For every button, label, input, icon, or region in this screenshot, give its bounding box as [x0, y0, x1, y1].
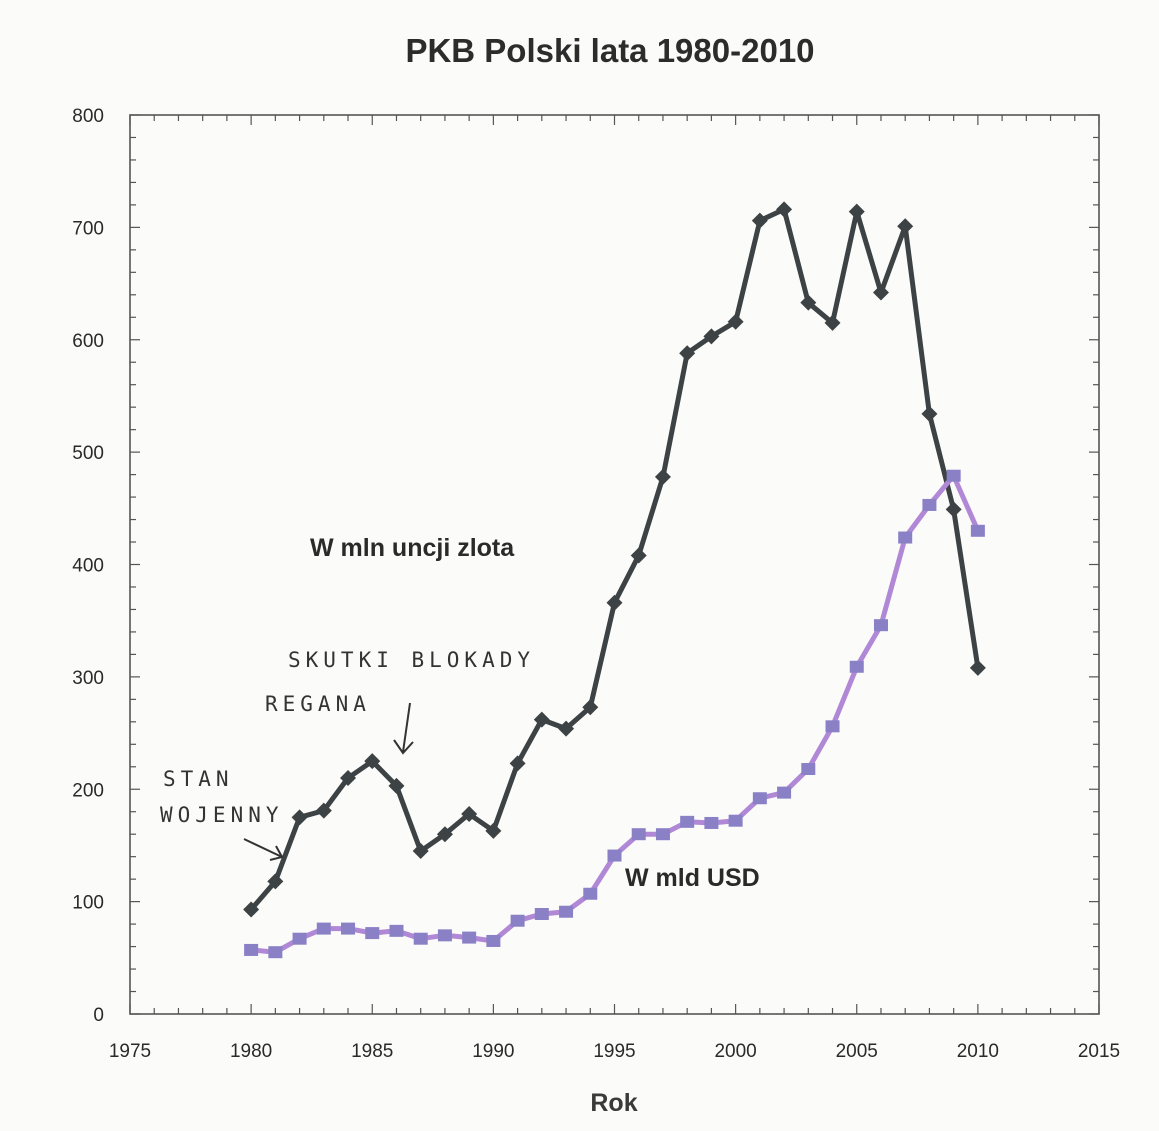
data-point-marker [534, 907, 549, 920]
y-tick-label: 0 [93, 1005, 104, 1026]
data-point-marker [801, 763, 816, 776]
data-point-marker [436, 826, 453, 843]
data-point-marker [485, 822, 502, 839]
data-point-marker [268, 946, 283, 959]
series-usd-billions [244, 469, 985, 959]
data-point-marker [413, 932, 428, 945]
data-point-marker [728, 814, 743, 827]
data-point-marker [461, 805, 478, 822]
data-point-marker [679, 345, 696, 362]
series-label-usd: W mld USD [625, 864, 760, 892]
data-point-marker [630, 547, 647, 564]
data-point-marker [969, 659, 986, 676]
data-point-marker [703, 328, 720, 345]
annotation-skutki-blokady: SKUTKI BLOKADY [288, 648, 535, 672]
data-point-marker [970, 524, 985, 537]
data-point-marker [412, 843, 429, 860]
data-point-marker [462, 931, 477, 944]
annotation-arrow-blokady [393, 702, 414, 755]
data-point-marker [606, 594, 623, 611]
data-point-marker [848, 203, 865, 220]
data-point-marker [292, 932, 307, 945]
series-label-gold: W mln uncji zlota [310, 534, 515, 562]
data-point-marker [533, 711, 550, 728]
y-tick-label: 800 [72, 106, 104, 127]
data-point-marker [873, 619, 888, 632]
data-point-marker [364, 753, 381, 770]
y-tick-label: 600 [72, 331, 104, 352]
data-point-marker [800, 294, 817, 311]
data-point-marker [341, 922, 356, 935]
data-point-marker [365, 927, 380, 940]
x-tick-label: 1985 [351, 1041, 393, 1062]
chart-title: PKB Polski lata 1980-2010 [405, 32, 814, 69]
data-point-marker [655, 828, 670, 841]
data-point-marker [921, 405, 938, 422]
x-tick-label: 2000 [714, 1041, 756, 1062]
data-point-marker [922, 498, 937, 511]
data-point-marker [510, 914, 525, 927]
data-point-marker [389, 924, 404, 937]
y-tick-label: 300 [72, 668, 104, 689]
data-point-marker [486, 934, 501, 947]
y-tick-label: 500 [72, 443, 104, 464]
x-tick-label: 1975 [109, 1041, 151, 1062]
data-point-marker [607, 849, 622, 862]
annotation-stan: STAN [163, 767, 234, 791]
x-tick-labels: 1975 1980 1985 1990 1995 2000 2005 2010 2015 [109, 1041, 1120, 1062]
x-axis-label: Rok [590, 1089, 637, 1117]
data-point-marker [267, 873, 284, 890]
data-point-marker [558, 720, 575, 737]
y-tick-labels: 0 100 200 300 400 500 600 700 800 [72, 106, 104, 1026]
data-point-marker [727, 313, 744, 330]
annotation-wojenny: WOJENNY [160, 803, 284, 827]
data-point-marker [751, 212, 768, 229]
data-point-marker [316, 922, 331, 935]
x-tick-label: 2015 [1078, 1041, 1120, 1062]
data-point-marker [824, 314, 841, 331]
data-point-marker [631, 828, 646, 841]
data-point-marker [244, 943, 259, 956]
y-tick-label: 100 [72, 893, 104, 914]
data-point-marker [582, 699, 599, 716]
y-tick-label: 200 [72, 780, 104, 801]
x-tick-label: 2005 [836, 1041, 878, 1062]
data-point-marker [704, 816, 719, 829]
x-tick-label: 1990 [472, 1041, 514, 1062]
data-point-marker [825, 720, 840, 733]
data-point-marker [559, 905, 574, 918]
data-point-marker [898, 531, 913, 544]
x-tick-label: 2010 [957, 1041, 999, 1062]
data-point-marker [291, 809, 308, 826]
data-point-marker [583, 887, 598, 900]
data-point-marker [388, 777, 405, 794]
data-point-marker [897, 218, 914, 235]
data-point-marker [752, 792, 767, 805]
x-tick-label: 1980 [230, 1041, 272, 1062]
annotation-arrow-stan [243, 838, 284, 861]
data-point-marker [340, 770, 357, 787]
data-point-marker [654, 468, 671, 485]
data-point-marker [945, 501, 962, 518]
data-point-marker [849, 660, 864, 673]
data-point-marker [777, 786, 792, 799]
data-point-marker [946, 469, 961, 482]
data-point-marker [872, 284, 889, 301]
y-tick-label: 700 [72, 218, 104, 239]
data-point-marker [315, 802, 332, 819]
x-tick-label: 1995 [593, 1041, 635, 1062]
data-point-marker [680, 815, 695, 828]
data-point-marker [437, 929, 452, 942]
series-gold-ounces [243, 201, 986, 918]
data-point-marker [776, 201, 793, 218]
annotation-regana: REGANA [265, 692, 371, 716]
data-point-marker [509, 755, 526, 772]
data-point-marker [243, 901, 260, 918]
axis-ticks [129, 114, 1100, 1015]
y-tick-label: 400 [72, 556, 104, 577]
